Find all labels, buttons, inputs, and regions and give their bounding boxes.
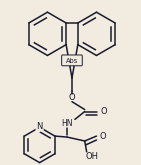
FancyBboxPatch shape xyxy=(62,55,82,66)
Text: N: N xyxy=(36,122,43,131)
Text: HN: HN xyxy=(61,119,73,128)
Text: Abs: Abs xyxy=(66,58,78,64)
Text: O: O xyxy=(99,132,106,141)
Text: O: O xyxy=(100,107,107,116)
Text: O: O xyxy=(69,93,75,102)
Text: OH: OH xyxy=(85,152,98,161)
